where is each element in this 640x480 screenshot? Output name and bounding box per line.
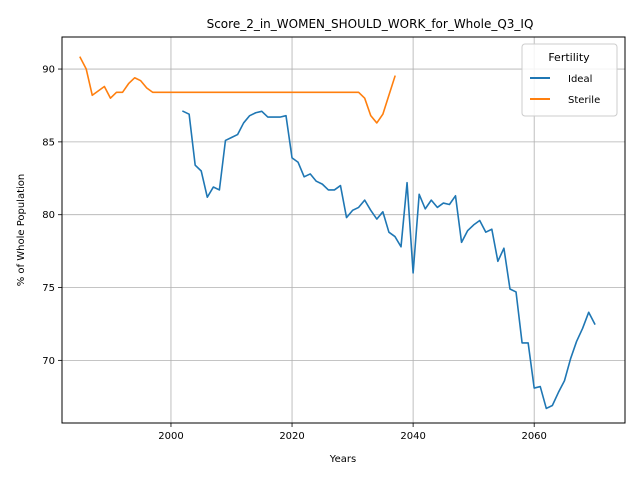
legend-title: Fertility [548,51,590,64]
x-tick-label: 2020 [279,431,304,442]
series-line-sterile [79,56,396,124]
x-tick-label: 2060 [521,431,546,442]
legend: Fertility Ideal Sterile [521,43,618,117]
x-tick-label: 2040 [400,431,425,442]
series-group [79,56,596,410]
plot-frame [61,36,626,424]
x-axis-label: Years [329,454,356,465]
legend-label-ideal: Ideal [568,74,592,85]
y-tick-label: 80 [42,210,55,221]
chart-title: Score_2_in_WOMEN_SHOULD_WORK_for_Whole_Q… [207,17,534,31]
x-tick-label: 2000 [158,431,183,442]
y-tick-label: 85 [42,137,55,148]
y-tick-label: 70 [42,356,55,367]
legend-label-sterile: Sterile [568,95,600,106]
y-tick-label: 90 [42,65,55,76]
series-line-ideal [182,110,596,410]
y-tick-label: 75 [42,283,55,294]
axis-ticks: 2000 2020 2040 2060 70 75 80 85 90 [42,65,547,442]
y-axis-label: % of Whole Population [16,174,27,287]
